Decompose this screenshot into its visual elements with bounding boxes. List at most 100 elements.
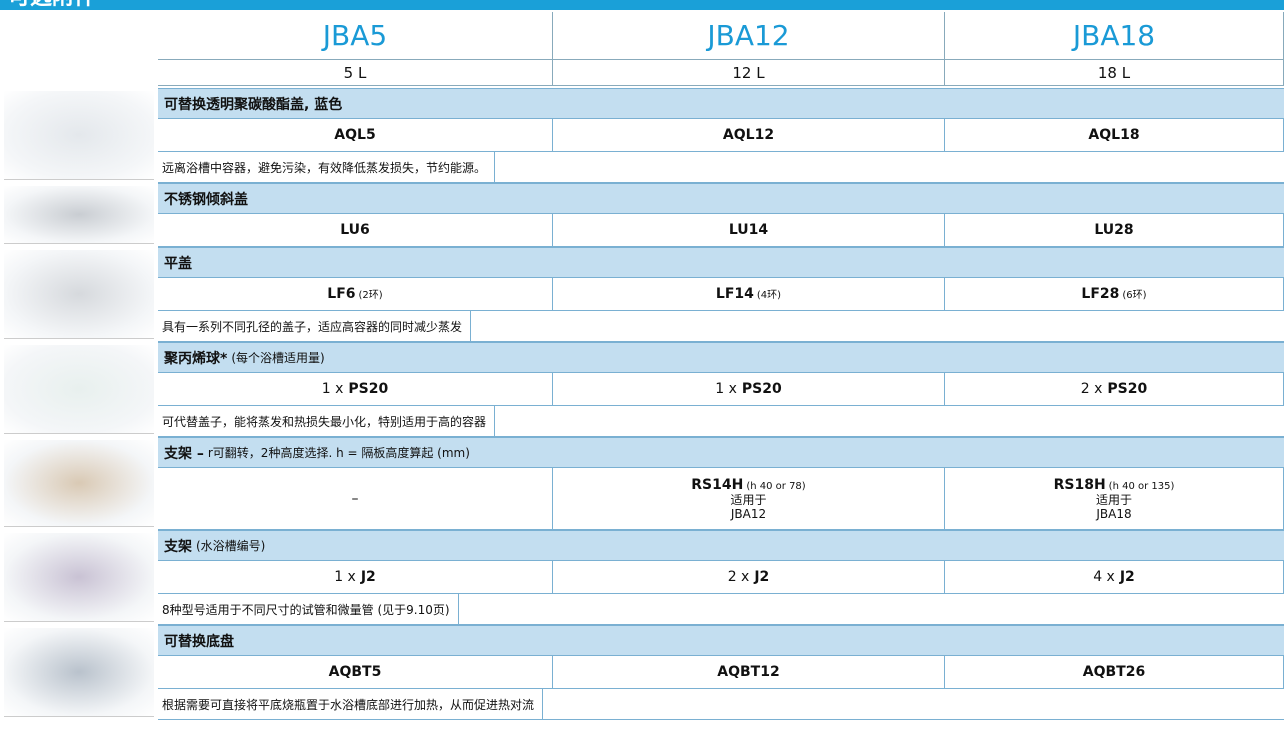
- cell-main: LU14: [729, 222, 768, 238]
- accessory-cell: RS14H (h 40 or 78) 适用于 JBA12: [553, 468, 945, 530]
- cell-main: LU28: [1094, 222, 1133, 238]
- header-title: 可选附件: [0, 0, 1284, 10]
- cell-main: RS18H (h 40 or 135): [1054, 477, 1175, 493]
- product-code: PS20: [741, 381, 782, 397]
- cell-main: 2 x J2: [728, 569, 770, 585]
- cell-main: AQBT12: [717, 664, 779, 680]
- accessory-cell: LU6: [158, 214, 553, 247]
- cell-main: LF6 (2环): [327, 286, 382, 302]
- accessory-cell: AQBT26: [945, 656, 1284, 689]
- cell-main: 2 x PS20: [1081, 381, 1147, 397]
- model-name: JBA12: [553, 12, 945, 60]
- cell-main: LF28 (6环): [1081, 286, 1146, 302]
- accessory-cell: 1 x PS20: [158, 373, 553, 406]
- product-code: AQBT26: [1082, 664, 1146, 680]
- product-image: [4, 628, 154, 717]
- volume: 5 L: [158, 60, 553, 86]
- description-row: 远离浴槽中容器，避免污染，有效降低蒸发损失，节约能源。: [158, 152, 1284, 183]
- section-title: 不锈钢倾斜盖: [158, 183, 1284, 214]
- description-row: 8种型号适用于不同尺寸的试管和微量管 (见于9.10页): [158, 594, 1284, 625]
- section-title: 支架 (水浴槽编号): [158, 530, 1284, 561]
- product-code: PS20: [348, 381, 389, 397]
- code-note: (6环): [1122, 290, 1147, 301]
- section-title: 平盖: [158, 247, 1284, 278]
- quantity: 4 x: [1093, 569, 1115, 585]
- description-row: 可代替盖子，能将蒸发和热损失最小化，特别适用于高的容器: [158, 406, 1284, 437]
- quantity: 1 x: [334, 569, 356, 585]
- product-code: J2: [1119, 569, 1135, 585]
- product-code: J2: [360, 569, 376, 585]
- section-title-text: 支架 –: [164, 445, 204, 462]
- product-code: AQBT12: [717, 664, 780, 680]
- product-image: [4, 533, 154, 622]
- product-code: RS14H: [691, 476, 744, 493]
- accessory-cell: LF6 (2环): [158, 278, 553, 311]
- section-title-note: (水浴槽编号): [196, 539, 266, 553]
- model-name: JBA5: [158, 12, 553, 60]
- description: 远离浴槽中容器，避免污染，有效降低蒸发损失，节约能源。: [162, 152, 496, 182]
- section-title-text: 不锈钢倾斜盖: [164, 191, 248, 208]
- section-title-text: 平盖: [164, 255, 192, 272]
- product-code: LU6: [340, 222, 370, 238]
- cell-main: AQBT26: [1083, 664, 1145, 680]
- product-image: [4, 250, 154, 339]
- description: 具有一系列不同孔径的盖子，适应高容器的同时减少蒸发: [162, 311, 472, 341]
- accessory-cell: AQL18: [945, 119, 1284, 152]
- quantity: 2 x: [1080, 381, 1103, 397]
- cell-main: 1 x PS20: [322, 381, 388, 397]
- accessory-cell: LF28 (6环): [945, 278, 1284, 311]
- cell-line: JBA18: [1096, 506, 1132, 521]
- section-title: 支架 – r可翻转，2种高度选择. h = 隔板高度算起 (mm): [158, 437, 1284, 468]
- cell-main: AQL18: [1088, 127, 1139, 143]
- product-code: J2: [754, 569, 770, 585]
- quantity: 1 x: [321, 381, 344, 397]
- code-note: (h 40 or 78): [746, 480, 806, 492]
- product-image: [4, 440, 154, 527]
- cell-main: LU6: [340, 222, 370, 238]
- product-code: LF6: [327, 286, 356, 302]
- description: 根据需要可直接将平底烧瓶置于水浴槽底部进行加热，从而促进热对流: [162, 689, 544, 719]
- product-code: LF14: [715, 286, 754, 302]
- product-code: AQL12: [722, 127, 775, 143]
- section-title: 聚丙烯球* (每个浴槽适用量): [158, 342, 1284, 373]
- product-code: LU28: [1094, 222, 1134, 238]
- accessory-cell: 2 x J2: [553, 561, 945, 594]
- product-code: LU14: [728, 222, 769, 238]
- section-title: 可替换透明聚碳酸酯盖, 蓝色: [158, 88, 1284, 119]
- product-code: LF28: [1081, 286, 1120, 302]
- section-title-text: 可替换透明聚碳酸酯盖, 蓝色: [164, 96, 343, 113]
- accessory-cell: 2 x PS20: [945, 373, 1284, 406]
- cell-line: JBA12: [730, 506, 767, 521]
- accessory-cell: AQBT12: [553, 656, 945, 689]
- accessory-cell: 1 x PS20: [553, 373, 945, 406]
- cell-main: RS14H (h 40 or 78): [691, 477, 805, 493]
- product-code: AQL5: [334, 127, 376, 143]
- product-code: AQBT5: [328, 664, 382, 680]
- accessory-cell: LU14: [553, 214, 945, 247]
- section-title-note: r可翻转，2种高度选择. h = 隔板高度算起 (mm): [207, 446, 470, 460]
- product-image: [4, 91, 154, 180]
- quantity: 1 x: [715, 381, 737, 397]
- code-note: (4环): [756, 290, 782, 301]
- cell-main: AQL5: [334, 127, 375, 143]
- volume: 12 L: [553, 60, 945, 86]
- accessory-cell: 4 x J2: [945, 561, 1284, 594]
- accessory-cell: RS18H (h 40 or 135) 适用于 JBA18: [945, 468, 1284, 530]
- accessory-cell: LU28: [945, 214, 1284, 247]
- quantity: 2 x: [727, 569, 750, 585]
- product-image: [4, 186, 154, 244]
- cell-main: 1 x PS20: [715, 381, 781, 397]
- model-name: JBA18: [945, 12, 1284, 60]
- cell-line: 适用于: [730, 492, 767, 507]
- section-title-note: (每个浴槽适用量): [231, 351, 325, 365]
- description: 8种型号适用于不同尺寸的试管和微量管 (见于9.10页): [162, 594, 459, 624]
- product-code: AQL18: [1088, 127, 1140, 143]
- volume: 18 L: [945, 60, 1284, 86]
- cell-main: AQL12: [723, 127, 774, 143]
- code-note: (h 40 or 135): [1108, 480, 1175, 492]
- cell-main: 1 x J2: [334, 569, 376, 585]
- description-row: 具有一系列不同孔径的盖子，适应高容器的同时减少蒸发: [158, 311, 1284, 342]
- description: 可代替盖子，能将蒸发和热损失最小化，特别适用于高的容器: [162, 406, 496, 436]
- section-title-text: 支架: [164, 538, 192, 555]
